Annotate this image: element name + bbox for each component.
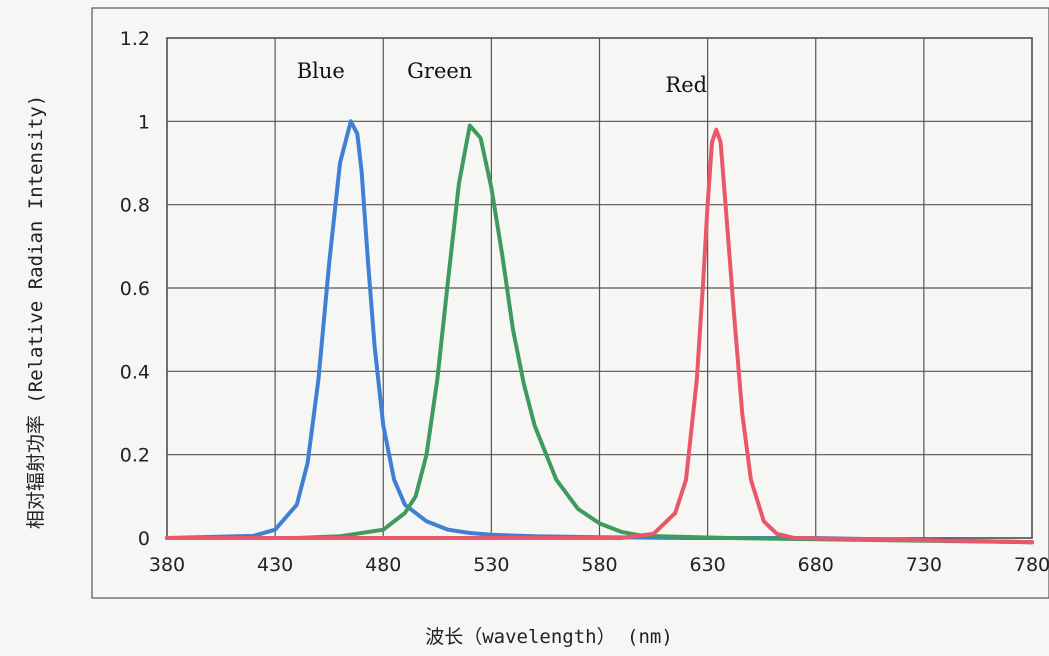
y-tick-label: 0.8	[120, 195, 150, 217]
y-tick-label: 0.2	[120, 445, 150, 467]
x-tick-label: 430	[257, 554, 293, 576]
series-label-blue: Blue	[297, 59, 345, 83]
series-label-red: Red	[665, 73, 707, 97]
x-axis-title: 波长（wavelength） (nm)	[425, 626, 673, 648]
series-lines	[165, 119, 1034, 545]
x-tick-label: 380	[149, 554, 185, 576]
x-tick-label: 680	[798, 554, 834, 576]
y-tick-label: 1.2	[120, 28, 150, 50]
x-tick-label: 780	[1014, 554, 1049, 576]
series-labels: Blue Green Red	[297, 59, 707, 97]
outer-frame	[91, 7, 1049, 599]
gridlines	[167, 38, 1032, 538]
series-label-green: Green	[407, 59, 472, 83]
series-line-red	[165, 127, 1034, 545]
series-line-green	[165, 123, 1034, 545]
x-tick-label: 630	[689, 554, 725, 576]
x-tick-label: 730	[906, 554, 942, 576]
x-tick-label: 580	[581, 554, 617, 576]
y-tick-label: 0.6	[120, 278, 150, 300]
tick-labels: 380 430 480 530 580 630 680 730 780 0 0.2 0.4 0.6 0.8…	[120, 28, 1049, 576]
x-tick-label: 530	[473, 554, 509, 576]
x-tick-label: 480	[365, 554, 401, 576]
y-tick-label: 0.4	[120, 361, 150, 383]
y-axis-title: 相对辐射功率 (Relative Radian Intensity)	[25, 95, 47, 529]
y-tick-label: 0	[138, 528, 150, 550]
y-tick-label: 1	[138, 111, 150, 133]
